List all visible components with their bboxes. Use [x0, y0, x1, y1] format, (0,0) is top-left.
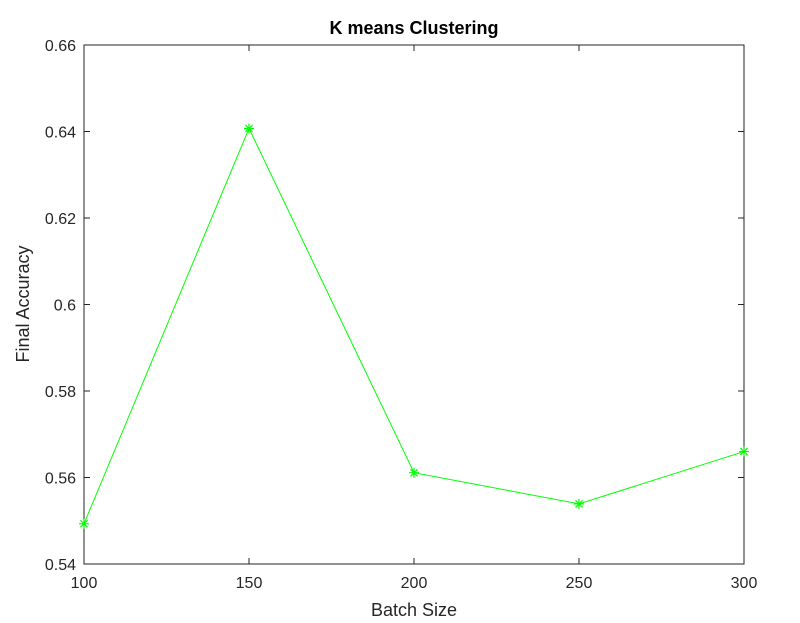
- y-tick-label: 0.58: [45, 384, 76, 401]
- y-tick-label: 0.6: [54, 298, 76, 315]
- x-axis-label: Batch Size: [371, 600, 457, 620]
- y-tick-label: 0.66: [45, 38, 76, 55]
- x-tick-label: 250: [566, 575, 593, 592]
- x-tick-label: 300: [731, 575, 758, 592]
- data-point: [409, 467, 419, 478]
- x-tick-label: 100: [71, 575, 98, 592]
- marker-stroke: [740, 447, 748, 456]
- x-tick-label: 200: [401, 575, 428, 592]
- plot-area: 100 150 200 250 300 0.54 0.56 0.58 0.6 0.62 0.64 0.…: [45, 38, 758, 592]
- data-point: [244, 123, 254, 134]
- data-point: [574, 498, 584, 509]
- y-axis-label: Final Accuracy: [13, 245, 33, 362]
- marker-stroke: [245, 124, 253, 133]
- y-tick-label: 0.62: [45, 211, 76, 228]
- y-tick-label: 0.54: [45, 557, 76, 574]
- marker-stroke: [80, 519, 88, 528]
- marker-stroke: [575, 499, 583, 508]
- y-tick-label: 0.64: [45, 125, 76, 142]
- x-tick-label: 150: [236, 575, 263, 592]
- data-point: [79, 518, 89, 529]
- data-point: [739, 446, 749, 457]
- marker-stroke: [410, 468, 418, 477]
- chart-title: K means Clustering: [329, 18, 498, 38]
- y-tick-label: 0.56: [45, 471, 76, 488]
